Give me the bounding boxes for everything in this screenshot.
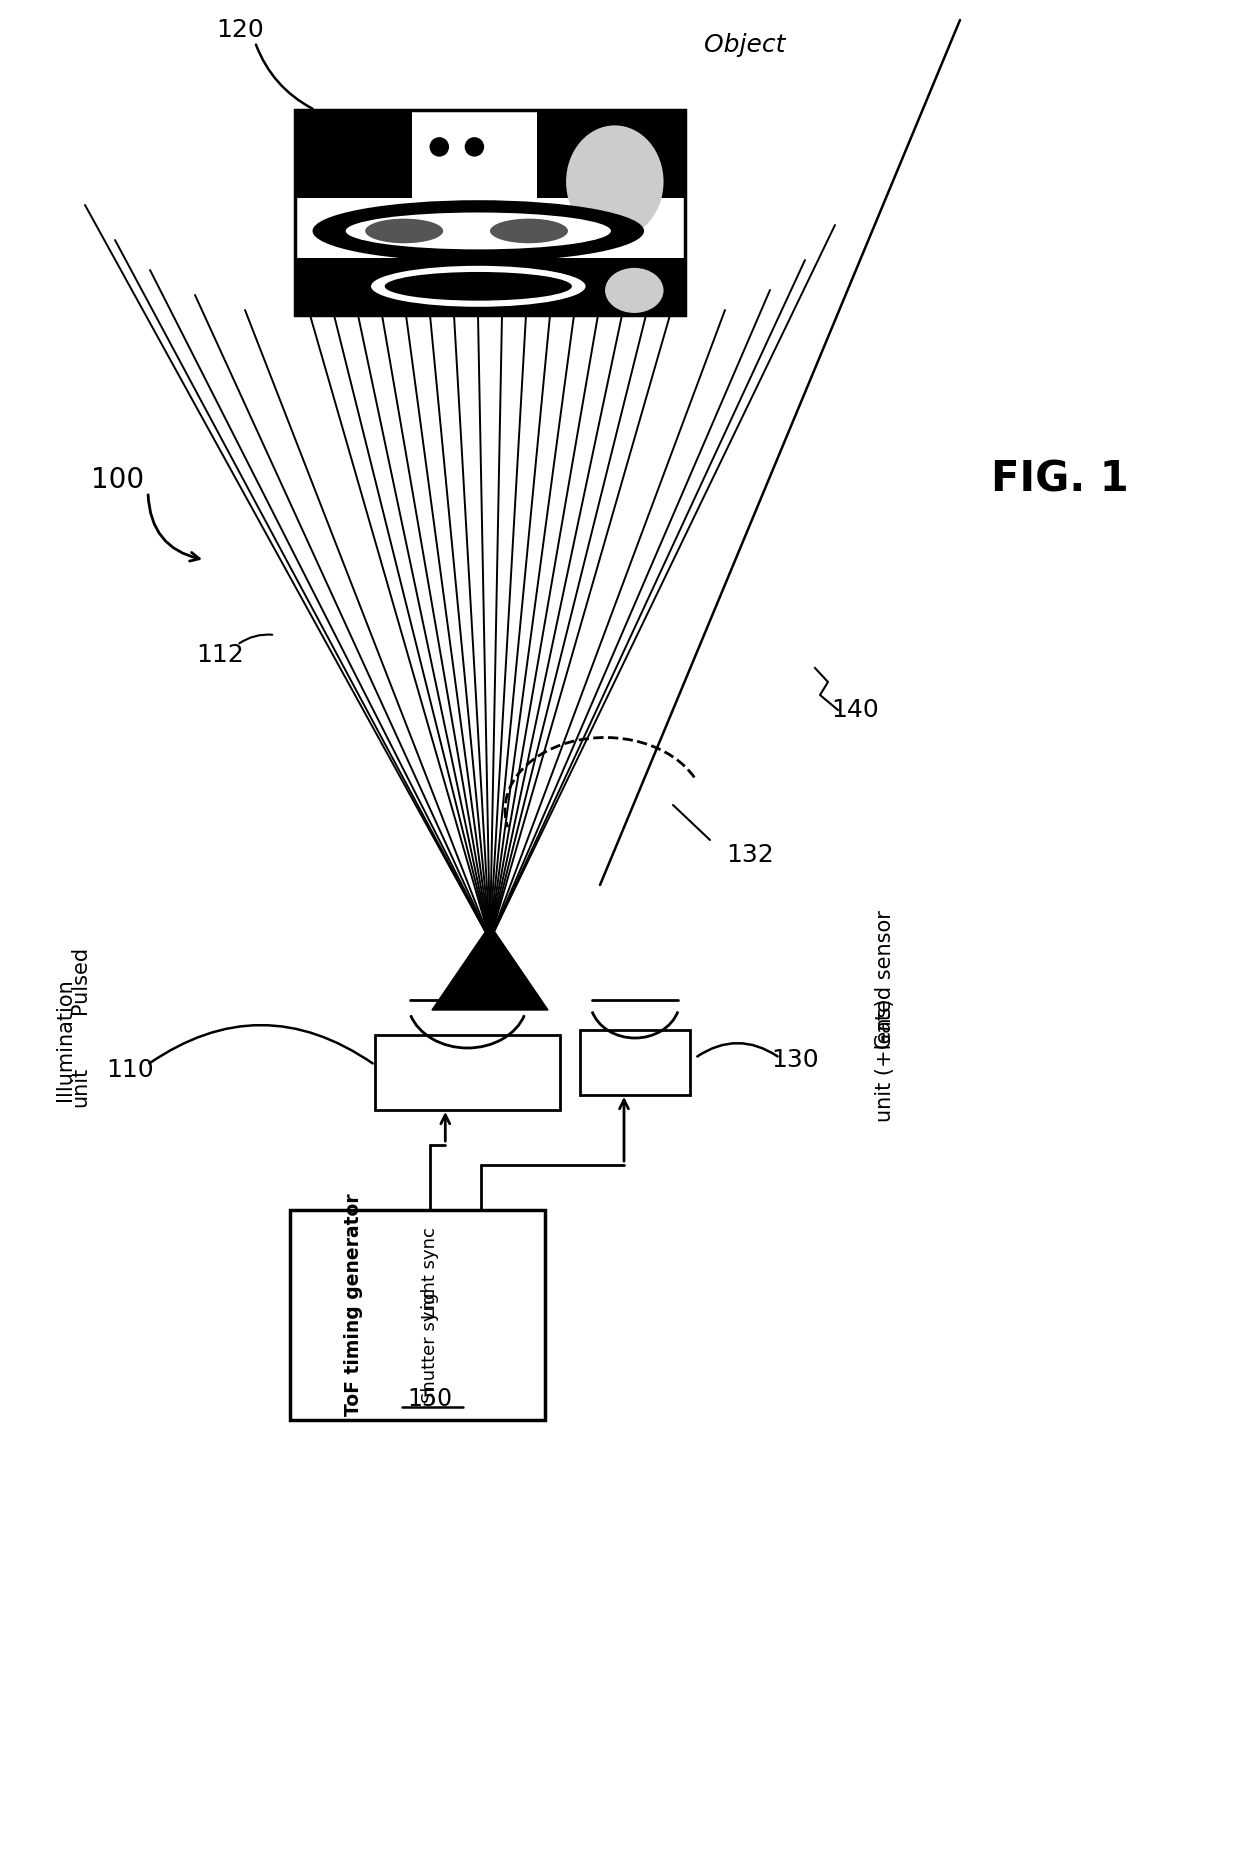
Bar	[580, 1030, 689, 1095]
Ellipse shape	[371, 266, 585, 307]
Circle shape	[465, 137, 484, 157]
Text: FIG. 1: FIG. 1	[991, 459, 1128, 501]
Bar	[290, 1210, 546, 1421]
Text: unit (+lens): unit (+lens)	[875, 999, 895, 1121]
Text: Gated sensor: Gated sensor	[875, 910, 895, 1049]
Ellipse shape	[605, 268, 663, 313]
Text: 132: 132	[727, 844, 774, 868]
Ellipse shape	[420, 122, 506, 196]
Text: Light sync: Light sync	[422, 1227, 439, 1319]
Text: 100: 100	[92, 466, 145, 494]
Bar	[295, 198, 684, 265]
Text: ToF timing generator: ToF timing generator	[345, 1193, 363, 1415]
Ellipse shape	[366, 218, 443, 242]
Text: 110: 110	[107, 1058, 154, 1082]
Ellipse shape	[384, 272, 572, 302]
Circle shape	[429, 137, 449, 157]
Text: 112: 112	[196, 644, 244, 668]
Ellipse shape	[346, 213, 611, 250]
Bar	[295, 109, 684, 314]
Text: 130: 130	[771, 1047, 818, 1071]
Text: 150: 150	[408, 1388, 453, 1412]
Bar	[374, 1034, 560, 1110]
Bar	[295, 109, 412, 209]
Ellipse shape	[565, 126, 663, 239]
Ellipse shape	[312, 200, 644, 261]
Text: unit: unit	[69, 1067, 91, 1106]
Text: 120: 120	[216, 18, 264, 43]
Text: Illumination: Illumination	[55, 979, 74, 1101]
Text: Shutter sync: Shutter sync	[422, 1289, 439, 1404]
Polygon shape	[432, 925, 548, 1010]
Bar	[295, 257, 684, 315]
Text: Object: Object	[704, 33, 786, 57]
Bar	[295, 109, 684, 314]
Text: Pulsed: Pulsed	[69, 945, 91, 1014]
Ellipse shape	[490, 218, 568, 242]
Text: 140: 140	[831, 697, 879, 722]
Bar	[537, 109, 684, 209]
